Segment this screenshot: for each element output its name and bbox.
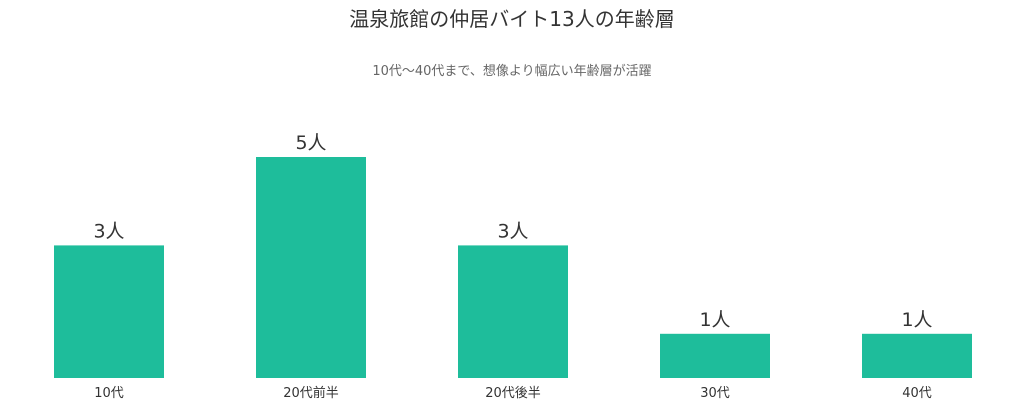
x-tick-label-4: 40代 bbox=[902, 386, 932, 401]
bars-group bbox=[54, 157, 972, 378]
bar-4 bbox=[862, 333, 972, 378]
chart-title: 温泉旅館の仲居バイト13人の年齢層 bbox=[349, 7, 674, 31]
data-labels-group: 3人 5人 3人 1人 1人 bbox=[93, 132, 932, 331]
bar-2 bbox=[458, 245, 568, 378]
data-label-2: 3人 bbox=[497, 220, 528, 242]
bar-3 bbox=[660, 333, 770, 378]
chart-subtitle: 10代〜40代まで、想像より幅広い年齢層が活躍 bbox=[372, 63, 651, 79]
x-axis-tick-labels: 10代 20代前半 20代後半 30代 40代 bbox=[94, 385, 932, 401]
bar-1 bbox=[256, 157, 366, 378]
data-label-0: 3人 bbox=[93, 220, 124, 242]
data-label-1: 5人 bbox=[295, 132, 326, 154]
data-label-4: 1人 bbox=[901, 309, 932, 331]
data-label-3: 1人 bbox=[699, 309, 730, 331]
x-tick-label-3: 30代 bbox=[700, 386, 730, 401]
x-tick-label-1: 20代前半 bbox=[283, 385, 339, 401]
x-tick-label-0: 10代 bbox=[94, 386, 124, 401]
x-tick-label-2: 20代後半 bbox=[485, 386, 541, 401]
bar-0 bbox=[54, 245, 164, 378]
